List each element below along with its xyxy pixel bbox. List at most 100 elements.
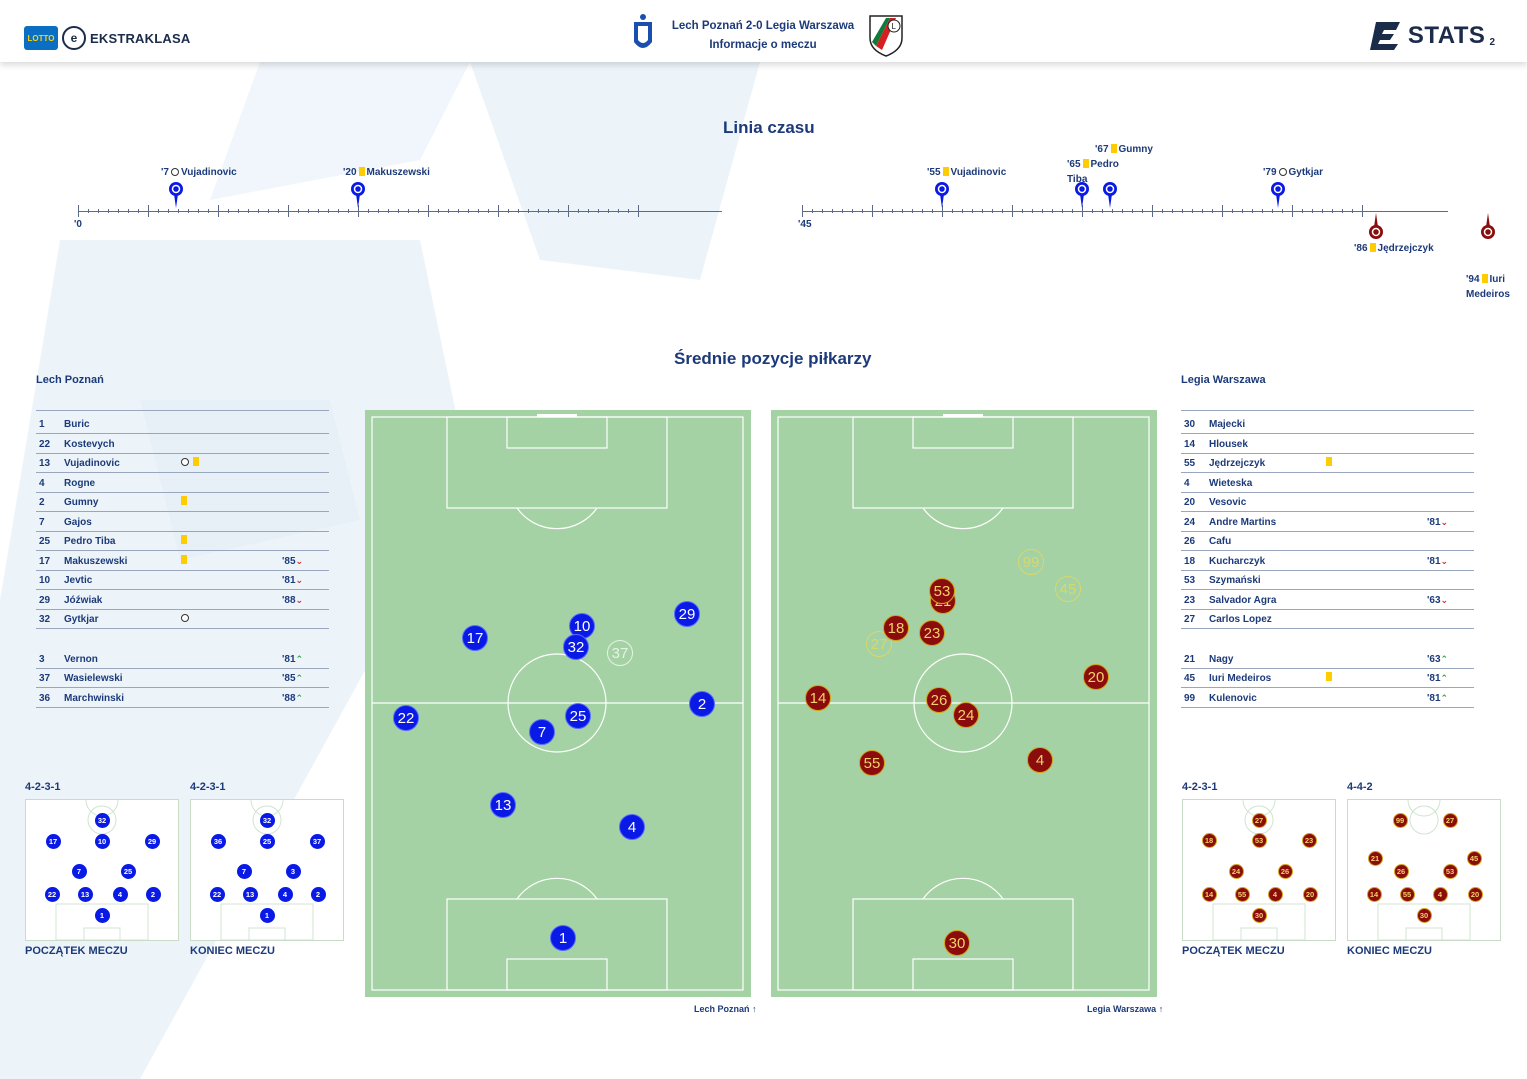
roster-row[interactable]: 25 Pedro Tiba [36,531,329,551]
home-event-pin-icon[interactable] [1270,181,1286,209]
timeline-minor-tick [108,209,109,213]
home-event-pin-icon[interactable] [1074,181,1090,209]
timeline-minor-tick [318,209,319,213]
player-position-marker[interactable]: 27 [866,631,892,657]
player-position-marker[interactable]: 7 [529,719,555,745]
goal-ball-icon [181,614,189,622]
sub-on-arrow-icon: ⌃ [1440,673,1449,683]
roster-row[interactable]: 27 Carlos Lopez [1181,609,1474,629]
away-event-pin-icon[interactable] [1480,212,1496,240]
timeline-axis [802,211,1448,212]
roster-header-line [36,391,329,411]
roster-row[interactable]: 55 Jędrzejczyk [1181,453,1474,473]
formation-player-marker: 13 [242,886,258,902]
roster-row[interactable]: 2 Gumny [36,492,329,512]
roster-row[interactable]: 30 Majecki [1181,414,1474,434]
home-event-pin-icon[interactable] [1102,181,1118,209]
roster-row[interactable]: 21 Nagy '63⌃ [1181,649,1474,669]
home-event-pin-icon[interactable] [168,181,184,209]
arrow-up-icon: ↑ [752,1004,757,1014]
roster-row[interactable]: 20 Vesovic [1181,492,1474,512]
home-timeline-event: '67 Gumny [1095,142,1153,157]
player-name: Iuri Medeiros [1209,673,1272,684]
player-position-marker[interactable]: 22 [393,705,419,731]
roster-row[interactable]: 4 Rogne [36,473,329,493]
roster-row[interactable]: 99 Kulenovic '81⌃ [1181,688,1474,708]
home-event-pin-icon[interactable] [934,181,950,209]
timeline-minor-tick [588,209,589,213]
roster-row[interactable]: 45 Iuri Medeiros '81⌃ [1181,668,1474,688]
roster-row[interactable]: 3 Vernon '81⌃ [36,649,329,669]
player-position-marker[interactable]: 55 [859,750,885,776]
timeline-minor-tick [1342,209,1343,213]
player-position-marker[interactable]: 2 [689,691,715,717]
player-number: 27 [1184,614,1196,625]
roster-row[interactable]: 7 Gajos [36,512,329,532]
roster-row[interactable]: 36 Marchwinski '88⌃ [36,688,329,708]
player-position-marker[interactable]: 53 [929,578,955,604]
timeline-minor-tick [922,209,923,213]
player-position-marker[interactable]: 13 [490,792,516,818]
timeline-minor-tick [568,209,569,213]
player-position-marker[interactable]: 26 [926,687,952,713]
player-position-marker[interactable]: 14 [805,685,831,711]
timeline-minor-tick [118,209,119,213]
timeline-minor-tick [842,209,843,213]
event-player: Iuri Medeiros [1466,274,1510,300]
player-position-marker[interactable]: 23 [919,620,945,646]
player-position-marker[interactable]: 1 [550,925,576,951]
yellow-card-icon [1326,672,1332,681]
roster-row[interactable]: 23 Salvador Agra '63⌄ [1181,590,1474,610]
away-event-pin-icon[interactable] [1368,212,1384,240]
roster-row[interactable]: 17 Makuszewski '85⌄ [36,551,329,571]
formation-player-marker: 55 [1234,886,1250,902]
roster-row[interactable]: 13 Vujadinovic [36,453,329,473]
sub-on-arrow-icon: ⌃ [295,653,304,664]
roster-header-line [1181,391,1474,411]
player-position-marker[interactable]: 45 [1055,576,1081,602]
home-event-pin-icon[interactable] [350,181,366,209]
player-position-marker[interactable]: 17 [462,625,488,651]
player-name: Marchwinski [64,692,125,704]
player-position-marker[interactable]: 29 [674,601,700,627]
league-logo[interactable]: LOTTO e EKSTRAKLASA [24,26,190,50]
player-position-marker[interactable]: 30 [944,930,970,956]
roster-row[interactable]: 32 Gytkjar [36,609,329,629]
yellow-card-icon [1326,457,1332,466]
timeline-minor-tick [218,209,219,213]
timeline-minor-tick [1002,209,1003,213]
timeline-minor-tick [972,209,973,213]
player-position-marker[interactable]: 24 [953,702,979,728]
timeline-minor-tick [1182,209,1183,213]
timeline-title: Linia czasu [723,118,815,137]
timeline-minor-tick [98,209,99,213]
player-position-marker[interactable]: 18 [883,615,909,641]
formation-player-marker: 20 [1302,886,1318,902]
player-position-marker[interactable]: 32 [563,634,589,660]
player-number: 32 [39,614,51,625]
roster-row[interactable]: 22 Kostevych [36,434,329,454]
roster-row[interactable]: 53 Szymański [1181,570,1474,590]
player-position-marker[interactable]: 25 [565,703,591,729]
goal-ball-icon [1278,168,1287,176]
player-number: 30 [1184,419,1196,430]
player-position-marker[interactable]: 99 [1018,549,1044,575]
player-event-icons [179,535,189,546]
roster-row[interactable]: 10 Jevtic '81⌄ [36,570,329,590]
roster-row[interactable]: 29 Jóźwiak '88⌄ [36,590,329,610]
stats-logo[interactable]: STATS 2 [1369,20,1495,52]
player-position-marker[interactable]: 4 [1027,747,1053,773]
roster-row[interactable]: 14 Hlousek [1181,434,1474,454]
timeline-minor-tick [388,209,389,213]
roster-row[interactable]: 26 Cafu [1181,531,1474,551]
yellow-card-icon [1082,159,1089,168]
roster-row[interactable]: 24 Andre Martins '81⌄ [1181,512,1474,532]
roster-row[interactable]: 4 Wieteska [1181,473,1474,493]
timeline-minor-tick [962,209,963,213]
roster-row[interactable]: 18 Kucharczyk '81⌄ [1181,551,1474,571]
roster-row[interactable]: 37 Wasielewski '85⌃ [36,668,329,688]
player-position-marker[interactable]: 4 [619,814,645,840]
player-position-marker[interactable]: 20 [1083,664,1109,690]
roster-row[interactable]: 1 Buric [36,414,329,434]
player-position-marker[interactable]: 37 [607,640,633,666]
